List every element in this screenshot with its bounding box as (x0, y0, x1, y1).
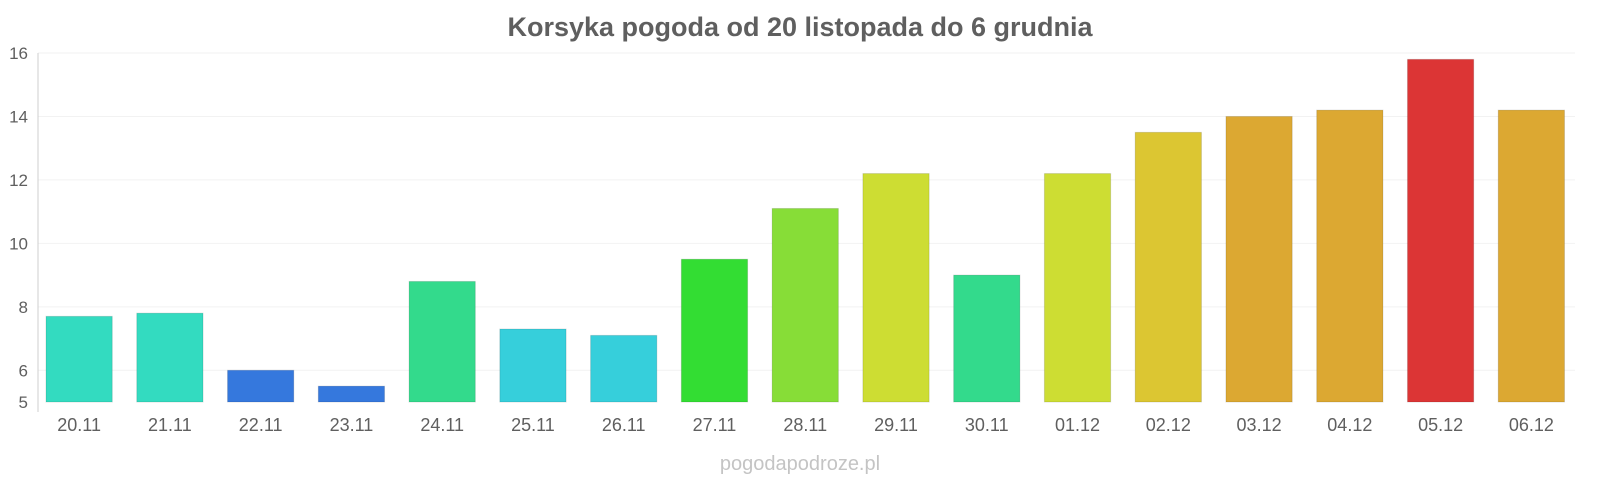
x-tick-label: 28.11 (783, 415, 827, 435)
x-tick-label: 05.12 (1418, 415, 1463, 435)
bar (1225, 115, 1293, 403)
y-tick-label: 5 (19, 393, 28, 412)
bar (1134, 131, 1202, 403)
bar (1497, 109, 1565, 403)
x-tick-label: 04.12 (1327, 415, 1372, 435)
bar (953, 274, 1021, 403)
x-axis-labels: 20.11 21.11 22.11 23.11 24.11 25.11 26.11 27.11… (57, 415, 1554, 435)
bar (45, 315, 113, 403)
x-tick-label: 25.11 (511, 415, 555, 435)
x-tick-label: 22.11 (239, 415, 283, 435)
watermark: pogodapodroze.pl (720, 453, 880, 475)
bar (136, 312, 204, 403)
x-tick-label: 03.12 (1237, 415, 1282, 435)
bar (590, 334, 658, 403)
x-tick-label: 29.11 (874, 415, 918, 435)
bar (1316, 109, 1384, 403)
x-tick-label: 21.11 (148, 415, 192, 435)
bar (680, 258, 749, 403)
y-tick-label: 16 (9, 44, 28, 63)
x-tick-label: 27.11 (693, 415, 737, 435)
bar (862, 173, 930, 403)
y-tick-label: 6 (19, 361, 28, 380)
x-tick-label: 01.12 (1055, 415, 1100, 435)
bar (408, 280, 476, 403)
bar (1406, 58, 1475, 403)
chart-title: Korsyka pogoda od 20 listopada do 6 grud… (507, 12, 1093, 42)
x-tick-label: 30.11 (965, 415, 1009, 435)
bar (317, 385, 386, 403)
bar (771, 207, 839, 403)
y-tick-label: 10 (9, 234, 28, 253)
x-tick-label: 02.12 (1146, 415, 1191, 435)
y-tick-label: 14 (9, 107, 28, 126)
x-tick-label: 20.11 (57, 415, 101, 435)
y-axis-ticks: 5 6 8 10 12 14 16 (9, 44, 28, 412)
x-tick-label: 24.11 (420, 415, 464, 435)
x-tick-label: 26.11 (602, 415, 646, 435)
bar (499, 328, 567, 403)
bars (45, 58, 1565, 403)
y-tick-label: 8 (19, 298, 28, 317)
y-tick-label: 12 (9, 171, 28, 190)
bar (227, 369, 295, 403)
bar (1043, 173, 1112, 403)
x-tick-label: 23.11 (330, 415, 374, 435)
x-tick-label: 06.12 (1509, 415, 1554, 435)
